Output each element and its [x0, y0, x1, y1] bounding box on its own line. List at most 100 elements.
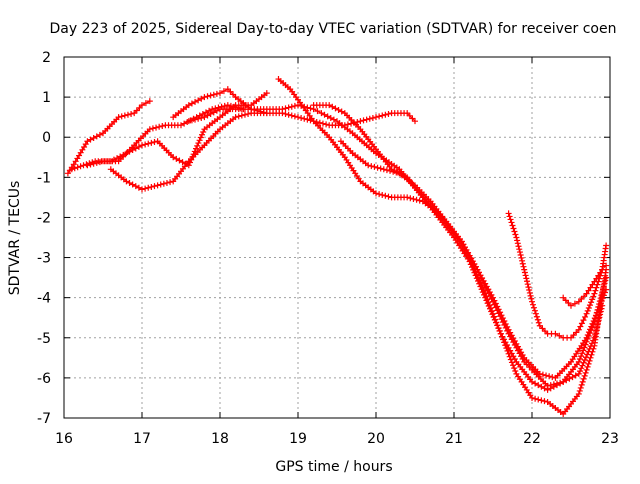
data-point-marker: [285, 111, 292, 118]
data-point-marker: [319, 120, 326, 127]
data-point-marker: [587, 326, 594, 333]
data-point-marker: [585, 360, 592, 367]
data-point-marker: [516, 246, 523, 253]
data-point-marker: [603, 242, 610, 249]
data-point-marker: [538, 383, 545, 390]
data-point-marker: [291, 102, 298, 109]
data-point-marker: [590, 293, 597, 300]
x-tick-label: 21: [445, 431, 463, 447]
data-point-marker: [210, 109, 217, 116]
series-track-1: [64, 98, 153, 177]
data-point-marker: [380, 166, 387, 173]
data-point-marker: [601, 280, 608, 287]
data-point-marker: [90, 135, 97, 142]
data-point-marker: [385, 110, 392, 117]
data-point-marker: [114, 155, 121, 162]
data-point-marker: [586, 302, 593, 309]
data-point-marker: [509, 222, 516, 229]
x-tick-label: 18: [211, 431, 229, 447]
data-point-marker: [369, 114, 376, 121]
data-point-marker: [536, 322, 543, 329]
data-point-marker: [176, 157, 183, 164]
data-point-marker: [365, 162, 372, 169]
data-point-marker: [478, 286, 485, 293]
data-point-marker: [404, 194, 411, 201]
data-point-marker: [227, 102, 234, 109]
data-point-marker: [199, 110, 206, 117]
data-point-marker: [195, 97, 202, 104]
data-point-marker: [546, 373, 553, 380]
data-point-marker: [146, 126, 153, 133]
data-point-marker: [487, 305, 493, 312]
y-tick-label: 2: [42, 50, 51, 66]
data-point-marker: [207, 110, 214, 117]
data-point-marker: [327, 114, 334, 121]
data-point-marker: [132, 145, 139, 152]
data-point-marker: [541, 385, 548, 392]
data-point-marker: [373, 114, 379, 121]
data-point-marker: [232, 114, 239, 121]
data-point-marker: [521, 266, 528, 273]
data-point-marker: [587, 284, 594, 291]
data-point-marker: [124, 111, 131, 118]
data-point-marker: [488, 308, 495, 315]
data-point-marker: [173, 155, 180, 162]
data-point-marker: [590, 317, 597, 324]
data-point-marker: [533, 313, 540, 320]
data-point-marker: [603, 262, 610, 269]
data-point-marker: [413, 196, 420, 203]
series-trace: [278, 78, 607, 415]
y-tick-label: 1: [42, 90, 51, 106]
data-point-marker: [517, 252, 524, 259]
data-point-marker: [314, 108, 321, 115]
data-point-marker: [495, 325, 502, 332]
data-point-marker: [185, 118, 192, 125]
data-point-marker: [154, 182, 161, 189]
data-point-marker: [603, 286, 610, 293]
data-point-marker: [513, 234, 520, 241]
data-point-marker: [142, 141, 149, 148]
data-point-marker: [594, 309, 601, 316]
data-point-marker: [535, 382, 542, 389]
data-point-marker: [538, 397, 545, 404]
data-point-marker: [556, 332, 563, 339]
y-tick-label: -4: [37, 291, 51, 307]
data-point-marker: [193, 145, 199, 152]
data-point-marker: [576, 355, 583, 362]
data-point-marker: [145, 140, 152, 147]
data-point-marker: [87, 136, 94, 143]
data-point-marker: [163, 179, 170, 186]
data-point-marker: [593, 275, 600, 282]
data-point-marker: [329, 103, 336, 110]
data-point-marker: [185, 102, 192, 109]
data-point-marker: [148, 183, 155, 190]
data-point-marker: [118, 113, 125, 120]
data-point-marker: [210, 91, 217, 98]
data-point-marker: [599, 295, 606, 302]
data-point-marker: [135, 143, 142, 150]
data-point-marker: [159, 122, 166, 129]
data-point-marker: [519, 260, 526, 267]
data-point-marker: [529, 301, 536, 308]
data-point-marker: [597, 300, 604, 307]
series-track-8: [310, 102, 610, 393]
data-point-marker: [575, 298, 582, 305]
data-point-marker: [578, 353, 585, 360]
data-point-marker: [201, 114, 208, 121]
x-tick-label: 20: [367, 431, 385, 447]
data-point-marker: [204, 112, 211, 119]
data-point-marker: [583, 366, 590, 373]
plot-frame: [63, 56, 611, 419]
data-point-marker: [326, 102, 333, 109]
data-point-marker: [181, 120, 188, 127]
data-point-marker: [520, 263, 527, 270]
data-point-marker: [135, 184, 142, 191]
data-point-marker: [579, 362, 586, 369]
data-point-marker: [387, 167, 394, 174]
data-point-marker: [592, 287, 599, 294]
series-track-6: [185, 102, 606, 389]
data-point-marker: [188, 117, 195, 124]
